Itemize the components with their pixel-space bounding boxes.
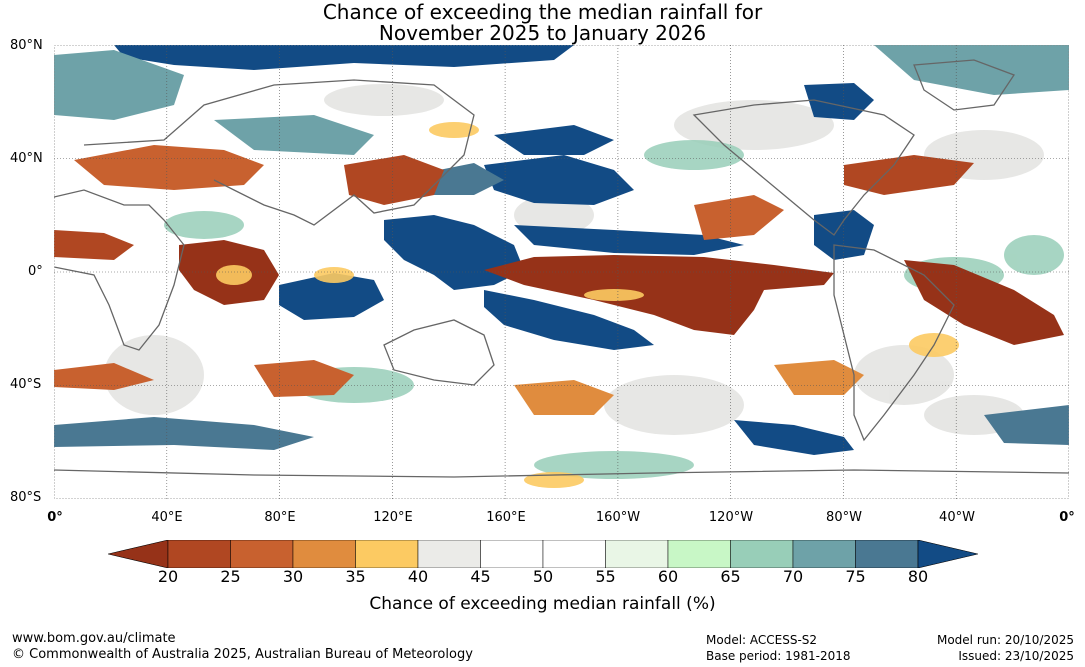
colorbar-extend-low xyxy=(108,540,169,568)
north-atlantic-dry xyxy=(844,155,974,195)
west-africa-dry xyxy=(54,230,134,260)
greenland-coastline xyxy=(913,59,1015,111)
colorbar-segment xyxy=(792,540,856,568)
colorbar-tick-label: 20 xyxy=(157,567,179,586)
lon-label-120w: 120°W xyxy=(708,510,754,525)
colorbar-segment xyxy=(605,540,669,568)
footer-copyright: © Commonwealth of Australia 2025, Austra… xyxy=(12,647,473,662)
eurasia-coastline xyxy=(83,79,475,226)
south-america-dry xyxy=(904,260,1064,345)
south-america-coastline xyxy=(833,244,955,442)
colorbar-tick-label: 75 xyxy=(845,567,866,586)
central-pacific-dry xyxy=(484,255,834,335)
south-pacific-dry xyxy=(774,360,864,395)
lat-label-equator: 0° xyxy=(28,264,43,279)
north-america-wet xyxy=(804,83,874,120)
lon-label-160w: 160°W xyxy=(595,510,641,525)
antarctica-coastline xyxy=(54,469,1069,478)
colorbar-tick-label: 50 xyxy=(532,567,554,586)
colorbar-segment xyxy=(480,540,544,568)
central-asia-wet xyxy=(214,115,374,155)
footer-base-period: Base period: 1981-2018 xyxy=(706,649,851,663)
map-frame xyxy=(54,45,1069,499)
footer-model-run: Model run: 20/10/2025 xyxy=(936,633,1074,647)
neutral-grey-patches xyxy=(104,84,1044,435)
lon-label-120e: 120°E xyxy=(373,510,413,525)
rainfall-probability-map xyxy=(54,45,1069,499)
lat-label-80s: 80°S xyxy=(10,490,42,505)
colorbar-segment xyxy=(855,540,919,568)
map-title-line-1: Chance of exceeding the median rainfall … xyxy=(322,0,763,24)
south-atlantic-dry xyxy=(54,363,154,390)
australia-coastline xyxy=(383,319,495,386)
lat-label-40s: 40°S xyxy=(10,377,42,392)
colorbar-segment xyxy=(292,540,356,568)
caribbean-dry xyxy=(694,195,784,240)
footer-model: Model: ACCESS-S2 xyxy=(706,633,818,647)
lon-label-40e: 40°E xyxy=(151,510,183,525)
lon-label-80w: 80°W xyxy=(826,510,862,525)
north-pacific-wet-2 xyxy=(494,125,614,155)
colorbar-segment xyxy=(667,540,731,568)
colorbar-segment xyxy=(542,540,606,568)
colorbar-segment xyxy=(167,540,231,568)
lat-label-40n: 40°N xyxy=(10,151,43,166)
lon-label-0-left: 0° xyxy=(47,510,63,525)
lon-label-40w: 40°W xyxy=(939,510,975,525)
colorbar-tick-label: 55 xyxy=(595,567,616,586)
colorbar xyxy=(108,540,978,568)
south-pacific-convergence-wet xyxy=(484,290,654,350)
colorbar-tick-label: 45 xyxy=(470,567,491,586)
wet-anomaly-regions xyxy=(54,45,1069,455)
colorbar-tick-label: 35 xyxy=(345,567,366,586)
arctic-america-wet xyxy=(874,45,1069,95)
africa-coastline xyxy=(54,189,185,351)
lon-label-0-right: 0° xyxy=(1059,510,1075,525)
colorbar-segment xyxy=(417,540,481,568)
north-atlantic-wet-light xyxy=(54,50,184,120)
colorbar-tick-label: 30 xyxy=(282,567,304,586)
lon-label-160e: 160°E xyxy=(486,510,526,525)
footer-website: www.bom.gov.au/climate xyxy=(12,631,176,646)
colorbar-tick-label: 40 xyxy=(407,567,429,586)
graticule xyxy=(54,45,1069,499)
southern-ocean-wet xyxy=(734,420,854,455)
south-indian-dry xyxy=(254,360,354,397)
colorbar-segment xyxy=(230,540,294,568)
colorbar-segment xyxy=(730,540,794,568)
colorbar-segment xyxy=(355,540,419,568)
colorbar-tick-label: 70 xyxy=(782,567,804,586)
middle-east-dry xyxy=(74,145,264,190)
footer-issued: Issued: 23/10/2025 xyxy=(958,649,1074,663)
colorbar-tick-label: 65 xyxy=(720,567,741,586)
south-atlantic-wet xyxy=(984,405,1069,445)
coastlines xyxy=(54,59,1069,478)
tasman-dry xyxy=(514,380,614,415)
east-asia-dry xyxy=(344,155,444,205)
colorbar-tick-label: 60 xyxy=(657,567,679,586)
southern-indian-wet xyxy=(54,417,314,450)
colorbar-extend-high xyxy=(917,540,978,568)
north-america-coastline xyxy=(692,99,915,236)
arctic-wet-band xyxy=(114,45,574,70)
lon-label-80e: 80°E xyxy=(264,510,296,525)
dry-anomaly-regions xyxy=(54,145,1064,415)
colorbar-label: Chance of exceeding median rainfall (%) xyxy=(369,594,716,614)
map-title-line-2: November 2025 to January 2026 xyxy=(378,21,707,45)
north-pacific-wet xyxy=(484,155,634,205)
east-pacific-wet xyxy=(514,225,744,255)
colorbar-tick-label: 80 xyxy=(907,567,929,586)
indian-ocean-wet xyxy=(279,273,384,320)
lat-label-80n: 80°N xyxy=(10,38,43,53)
colorbar-tick-label: 25 xyxy=(220,567,241,586)
